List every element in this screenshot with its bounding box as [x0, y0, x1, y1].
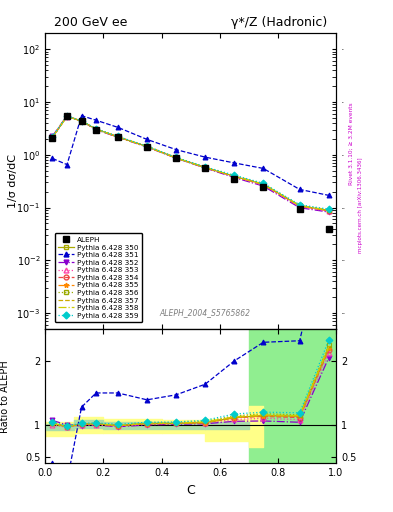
Text: 200 GeV ee: 200 GeV ee: [54, 16, 127, 29]
Y-axis label: 1/σ dσ/dC: 1/σ dσ/dC: [7, 154, 18, 208]
Text: γ*/Z (Hadronic): γ*/Z (Hadronic): [231, 16, 327, 29]
Text: mcplots.cern.ch [arXiv:1306.3436]: mcplots.cern.ch [arXiv:1306.3436]: [358, 157, 363, 252]
Legend: ALEPH, Pythia 6.428 350, Pythia 6.428 351, Pythia 6.428 352, Pythia 6.428 353, P: ALEPH, Pythia 6.428 350, Pythia 6.428 35…: [55, 233, 142, 323]
Y-axis label: Ratio to ALEPH: Ratio to ALEPH: [0, 360, 10, 433]
Text: Rivet 3.1.10; ≥ 3.2M events: Rivet 3.1.10; ≥ 3.2M events: [349, 102, 354, 185]
Text: ALEPH_2004_S5765862: ALEPH_2004_S5765862: [160, 308, 251, 317]
X-axis label: C: C: [186, 484, 195, 497]
